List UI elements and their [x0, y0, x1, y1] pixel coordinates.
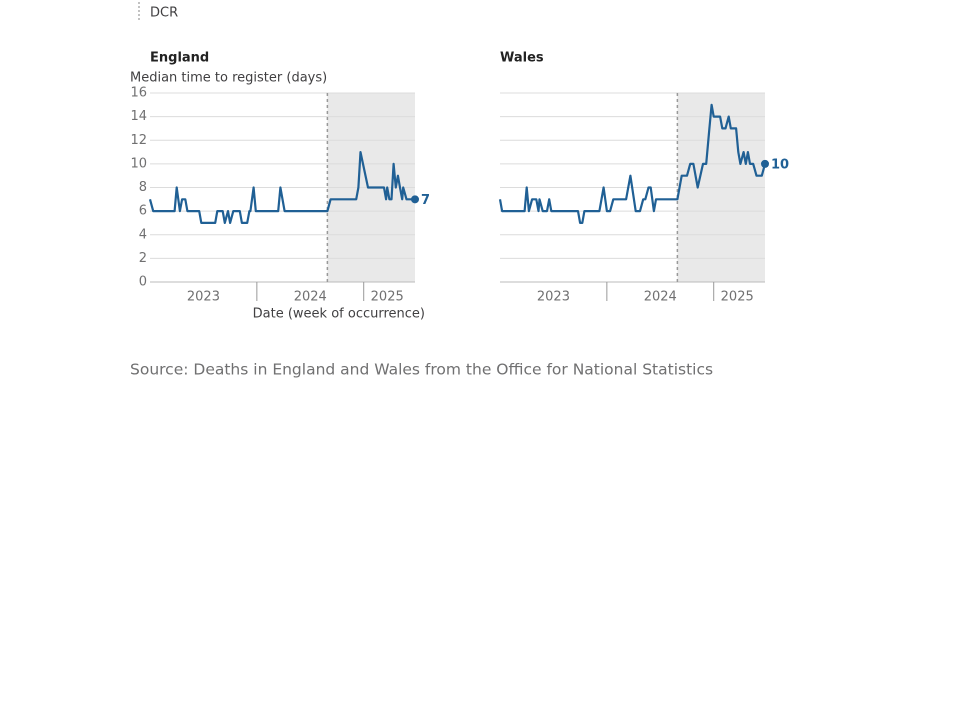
y-tick-label: 10 [130, 156, 147, 171]
x-tick-label: 2024 [644, 290, 677, 305]
y-tick-label: 16 [130, 86, 147, 101]
series-line [148, 151, 415, 224]
y-tick-label: 6 [139, 204, 147, 219]
y-tick-label: 8 [139, 180, 147, 195]
legend-label: DCR [150, 6, 178, 21]
x-tick-label: 2024 [294, 290, 327, 305]
y-tick-label: 0 [139, 275, 147, 290]
end-label: 7 [421, 193, 430, 208]
y-tick-label: 2 [139, 251, 147, 266]
source: Source: Deaths in England and Wales from… [130, 361, 713, 379]
x-tick-label: 2025 [721, 290, 754, 305]
y-tick-label: 12 [130, 133, 147, 148]
x-tick-label: 2025 [371, 290, 404, 305]
y-tick-label: 14 [130, 109, 147, 124]
panel-title: Wales [500, 51, 544, 66]
y-tick-label: 4 [139, 227, 147, 242]
series-line [498, 103, 767, 224]
y-axis-label: Median time to register (days) [130, 71, 327, 86]
x-axis-label: Date (week of occurrence) [253, 307, 425, 322]
end-point [761, 159, 769, 168]
x-tick-label: 2023 [187, 290, 220, 305]
end-label: 10 [771, 157, 789, 172]
panel-title: England [150, 51, 209, 66]
end-point [411, 195, 419, 204]
x-tick-label: 2023 [537, 290, 570, 305]
